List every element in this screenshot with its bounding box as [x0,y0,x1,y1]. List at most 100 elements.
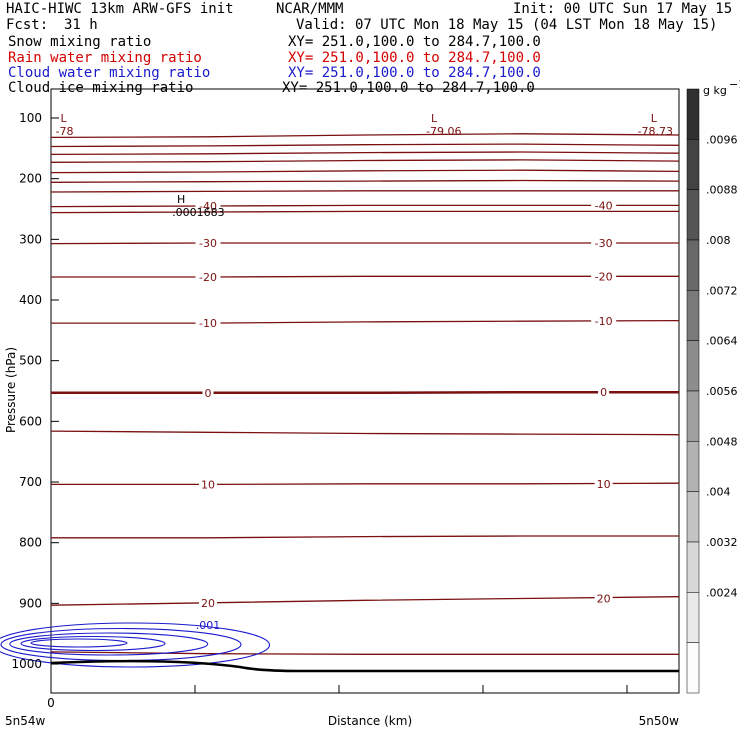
colorbar-swatch [686,491,700,543]
temperature-contour-label: -30 [199,237,217,250]
label-background [591,199,617,211]
label-background [199,478,217,490]
cloud-water-contour [9,632,209,656]
colorbar-tick-label: .0032 [706,536,738,549]
y-axis: 100 200 300 400 500 600 700 800 900 1000 [11,111,59,671]
colorbar-swatch [686,88,700,140]
colorbar-tick-label: .004 [706,486,731,499]
temperature-contour-label: -10 [199,317,217,330]
label-background [195,270,221,282]
label-background [594,592,613,604]
temperature-contour [50,159,680,163]
y-tick-label: 500 [19,354,42,368]
field-snow-xy: XY= 251.0,100.0 to 284.7,100.0 [288,34,541,50]
y-axis-label: Pressure (hPa) [4,347,18,433]
field-rain-xy: XY= 251.0,100.0 to 284.7,100.0 [288,50,541,66]
colorbar-swatch [686,390,700,442]
label-background [591,270,617,282]
colorbar-swatch [686,290,700,341]
temperature-contour [50,151,680,156]
temperature-contour [50,651,679,655]
extremum-value: .0001683 [172,206,225,219]
extremum-marker: H [177,193,185,206]
label-background [199,596,217,608]
label-background [591,315,617,327]
temperature-contour-label: -40 [595,199,613,212]
field-cloudice-xy: XY= 251.0,100.0 to 284.7,100.0 [282,80,535,96]
temperature-contour [50,179,680,183]
colorbar-unit: g kg [703,84,727,97]
cloud-water-contour [30,638,128,648]
label-background [594,477,613,489]
temperature-contour-labels: -40 -40 -30 -30 -20 -20 -10 -10 0 0 10 10 20 20 [195,199,617,610]
colorbar-tick-label: .0056 [706,385,738,398]
field-cloudice-name: Cloud ice mixing ratio [8,80,194,96]
org-label: NCAR/MMM [276,1,344,17]
y-tick-label: 700 [19,475,42,489]
temperature-contour [50,169,680,174]
extremum-value: -79.06 [426,125,461,138]
y-tick-label: 300 [19,232,42,246]
temperature-contour [51,319,680,324]
label-background [195,236,221,248]
extremum-marker: L [60,112,67,125]
temperature-contours [50,133,680,655]
temperature-contour [50,133,680,139]
init-time: Init: 00 UTC Sun 17 May 15 [513,1,733,17]
cloud-water-contour-label: .001 [196,619,221,632]
cloud-water-contours: .001 [0,619,271,668]
field-rain-name: Rain water mixing ratio [8,50,202,66]
x-axis-label: Distance (km) [328,714,412,728]
temperature-contour [51,535,679,539]
temperature-contour [50,242,679,245]
y-tick-label: 800 [19,536,42,550]
terrain-line [50,659,679,673]
y-tick-label: 600 [19,414,42,428]
colorbar-swatch [686,642,700,694]
label-background [195,199,221,211]
temperature-contour [51,275,679,278]
x-tick-label: 0 [47,696,55,710]
colorbar-swatch [686,239,700,291]
label-background [591,236,617,248]
temperature-contour-label: 0 [205,387,212,400]
temperature-contour-label: 10 [597,478,611,491]
temperature-contour-label: 10 [201,478,215,491]
extrema-labels: L-78L-79.06L-78.73H.0001683 [56,112,673,219]
temperature-contour-label: -10 [595,315,613,328]
temperature-contour [50,430,680,436]
extremum-marker: L [431,112,438,125]
temperature-contour-label: 20 [201,597,215,610]
temperature-contour-label: -20 [595,270,613,283]
label-background [195,317,221,329]
label-background [598,386,610,398]
y-tick-label: 900 [19,596,42,610]
temperature-contour-label: 20 [597,593,611,606]
model-title: HAIC-HIWC 13km ARW-GFS init [6,1,234,17]
extremum-value: -78 [56,125,74,138]
x-location-label: 5n50w [639,714,680,728]
fcst-label: Fcst: [6,17,49,33]
y-tick-label: 400 [19,293,42,307]
colorbar-tick-label: .0096 [706,133,738,146]
temperature-contour [50,143,680,148]
field-cloudwater-xy: XY= 251.0,100.0 to 284.7,100.0 [288,65,541,81]
colorbar-swatch [686,340,700,392]
extremum-value: -78.73 [638,125,673,138]
temperature-contour [51,390,679,395]
y-tick-label: 1000 [11,657,42,671]
colorbar-swatch [686,541,700,593]
colorbar-swatch [686,139,700,190]
temperature-contour-label: 0 [600,386,607,399]
colorbar-swatch [686,189,700,241]
temperature-contour-label: -40 [199,200,217,213]
temperature-contour-label: -30 [595,237,613,250]
cloud-water-contour [20,635,166,652]
temperature-contour [50,210,679,214]
fcst-value: 31 h [64,17,98,33]
label-background [202,386,214,398]
extremum-marker: L [651,112,658,125]
valid-time: Valid: 07 UTC Mon 18 May 15 (04 LST Mon … [296,17,718,33]
